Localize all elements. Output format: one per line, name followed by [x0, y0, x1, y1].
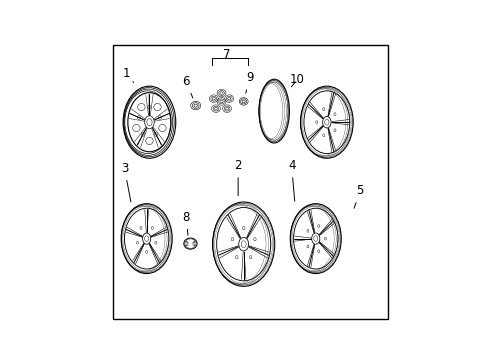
Text: 8: 8 — [182, 211, 190, 235]
Text: 3: 3 — [121, 162, 131, 202]
Text: 1: 1 — [122, 67, 133, 82]
Text: 2: 2 — [234, 159, 242, 195]
Text: 7: 7 — [223, 48, 230, 61]
Text: 5: 5 — [353, 184, 363, 208]
Text: 6: 6 — [182, 75, 192, 98]
Text: 4: 4 — [287, 159, 295, 201]
Text: 9: 9 — [245, 71, 253, 93]
Text: 10: 10 — [289, 73, 304, 87]
